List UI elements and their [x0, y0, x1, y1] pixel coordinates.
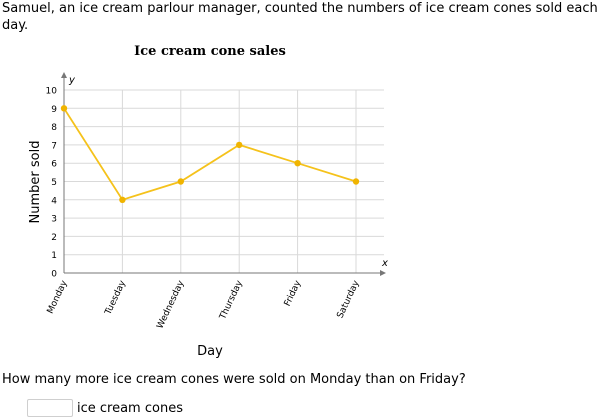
x-tick-label: Wednesday	[155, 278, 186, 330]
data-point	[294, 160, 301, 167]
y-tick-label: 8	[51, 123, 57, 133]
x-tick-label: Friday	[283, 278, 304, 308]
y-tick-label: 9	[51, 105, 57, 115]
y-axis-arrow	[61, 72, 67, 78]
chart-title: Ice cream cone sales	[134, 44, 286, 59]
answer-input[interactable]	[27, 399, 73, 417]
x-tick-label: Thursday	[218, 278, 245, 322]
y-tick-label: 5	[51, 178, 57, 188]
data-point	[352, 178, 360, 185]
data-point	[119, 196, 126, 203]
grid-lines	[64, 89, 384, 273]
series-line-group	[60, 105, 360, 203]
y-tick-label: 3	[51, 215, 57, 225]
x-axis-label: Day	[197, 344, 223, 359]
x-tick-labels: Monday Tuesday Wednesday Thursday Friday Satu…	[46, 278, 362, 330]
y-tick-label: 4	[51, 196, 57, 206]
y-tick-label: 0	[51, 270, 57, 280]
axes: x y	[61, 72, 388, 276]
y-tick-label: 1	[51, 251, 57, 261]
answer-unit: ice cream cones	[77, 400, 183, 416]
y-tick-labels: 0 1 2 3 4 5 6 7 8 9 10	[46, 87, 58, 280]
x-axis-symbol: x	[381, 258, 388, 269]
x-tick-label: Monday	[46, 278, 70, 315]
y-tick-label: 2	[51, 233, 57, 243]
line-chart: x y 0 1 2 3 4 5 6 7 8 9 10 Monday Tuesday Wednesday T…	[28, 72, 388, 359]
x-axis-arrow	[380, 270, 386, 276]
y-axis-symbol: y	[68, 75, 76, 86]
series-line	[63, 107, 357, 201]
data-point	[177, 178, 184, 185]
answer-row: ice cream cones	[27, 399, 183, 417]
y-tick-label: 7	[51, 141, 57, 151]
x-tick-label: Saturday	[336, 278, 362, 320]
y-tick-label: 10	[46, 87, 58, 97]
y-axis-label: Number sold	[28, 141, 43, 224]
y-tick-label: 6	[51, 160, 57, 170]
x-tick-label: Tuesday	[103, 278, 128, 317]
question-text: How many more ice cream cones were sold …	[2, 372, 466, 387]
data-point	[60, 105, 68, 112]
data-point	[236, 141, 243, 149]
intro-text: Samuel, an ice cream parlour manager, co…	[2, 1, 598, 33]
